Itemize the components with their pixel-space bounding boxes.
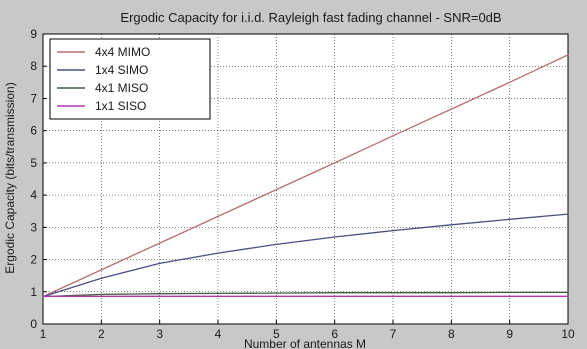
data-point <box>42 295 44 297</box>
y-tick-label: 8 <box>30 59 37 73</box>
data-point <box>275 189 277 191</box>
data-point <box>100 293 102 295</box>
series-lines <box>42 54 569 298</box>
data-point <box>450 292 452 294</box>
x-tick-label: 2 <box>98 327 105 341</box>
data-point <box>567 213 569 215</box>
legend-items: 4x4 MIMO 1x4 SIMO 4x1 MISO 1x1 SISO <box>57 45 150 113</box>
data-point <box>392 292 394 294</box>
data-point <box>450 224 452 226</box>
data-point <box>567 54 569 56</box>
chart-title: Ergodic Capacity for i.i.d. Rayleigh fas… <box>120 10 501 25</box>
y-tick-label: 0 <box>30 317 37 331</box>
x-tick-label: 4 <box>215 327 222 341</box>
series-line-4x4-mimo <box>42 54 569 298</box>
y-tick-label: 6 <box>30 124 37 138</box>
data-point <box>334 236 336 238</box>
data-point <box>509 295 511 297</box>
x-axis-label: Number of antennas M <box>244 337 366 349</box>
data-point <box>100 295 102 297</box>
data-point <box>100 269 102 271</box>
data-point <box>217 292 219 294</box>
data-point <box>217 215 219 217</box>
legend-label-4x4-mimo: 4x4 MIMO <box>95 45 150 59</box>
x-tick-label: 7 <box>390 327 397 341</box>
data-point <box>392 135 394 137</box>
y-tick-label: 7 <box>30 91 37 105</box>
data-point <box>159 295 161 297</box>
y-tick-label: 5 <box>30 156 37 170</box>
series-line-1x4-simo <box>42 213 569 298</box>
x-tick-label: 5 <box>273 327 280 341</box>
legend-label-4x1-miso: 4x1 MISO <box>95 81 148 95</box>
x-tick-label: 9 <box>506 327 513 341</box>
y-tick-label: 4 <box>30 188 37 202</box>
data-point <box>217 295 219 297</box>
x-tick-label: 10 <box>561 327 575 341</box>
x-tick-label: 8 <box>448 327 455 341</box>
legend: 4x4 MIMO 1x4 SIMO 4x1 MISO 1x1 SISO <box>49 38 211 120</box>
data-point <box>159 242 161 244</box>
data-point <box>159 262 161 265</box>
data-point <box>567 295 569 297</box>
data-point <box>100 277 102 279</box>
data-point <box>159 293 161 295</box>
data-point <box>275 292 277 294</box>
data-point <box>392 229 394 232</box>
y-tick-label: 9 <box>30 27 37 41</box>
series-line-4x1-miso <box>42 291 568 298</box>
x-tick-label: 3 <box>156 327 163 341</box>
data-point <box>450 295 452 297</box>
data-point <box>509 218 511 220</box>
data-point <box>217 252 219 254</box>
data-point <box>334 295 336 297</box>
data-point <box>450 108 452 110</box>
x-tick-label: 1 <box>40 327 47 341</box>
data-point <box>567 291 569 294</box>
x-tick-label: 6 <box>331 327 338 341</box>
data-point <box>275 243 277 246</box>
y-tick-label: 1 <box>30 285 37 299</box>
y-axis-label: Ergodic Capacity (bits/transmission) <box>3 82 17 273</box>
data-point <box>392 295 394 297</box>
data-point <box>275 295 277 297</box>
data-point <box>509 81 511 83</box>
data-point <box>334 162 336 164</box>
y-tick-label: 2 <box>30 253 37 267</box>
data-point <box>509 291 511 294</box>
legend-label-1x4-simo: 1x4 SIMO <box>95 63 148 77</box>
y-tick-label: 3 <box>30 220 37 234</box>
data-point <box>334 292 336 294</box>
legend-label-1x1-siso: 1x1 SISO <box>95 99 146 113</box>
